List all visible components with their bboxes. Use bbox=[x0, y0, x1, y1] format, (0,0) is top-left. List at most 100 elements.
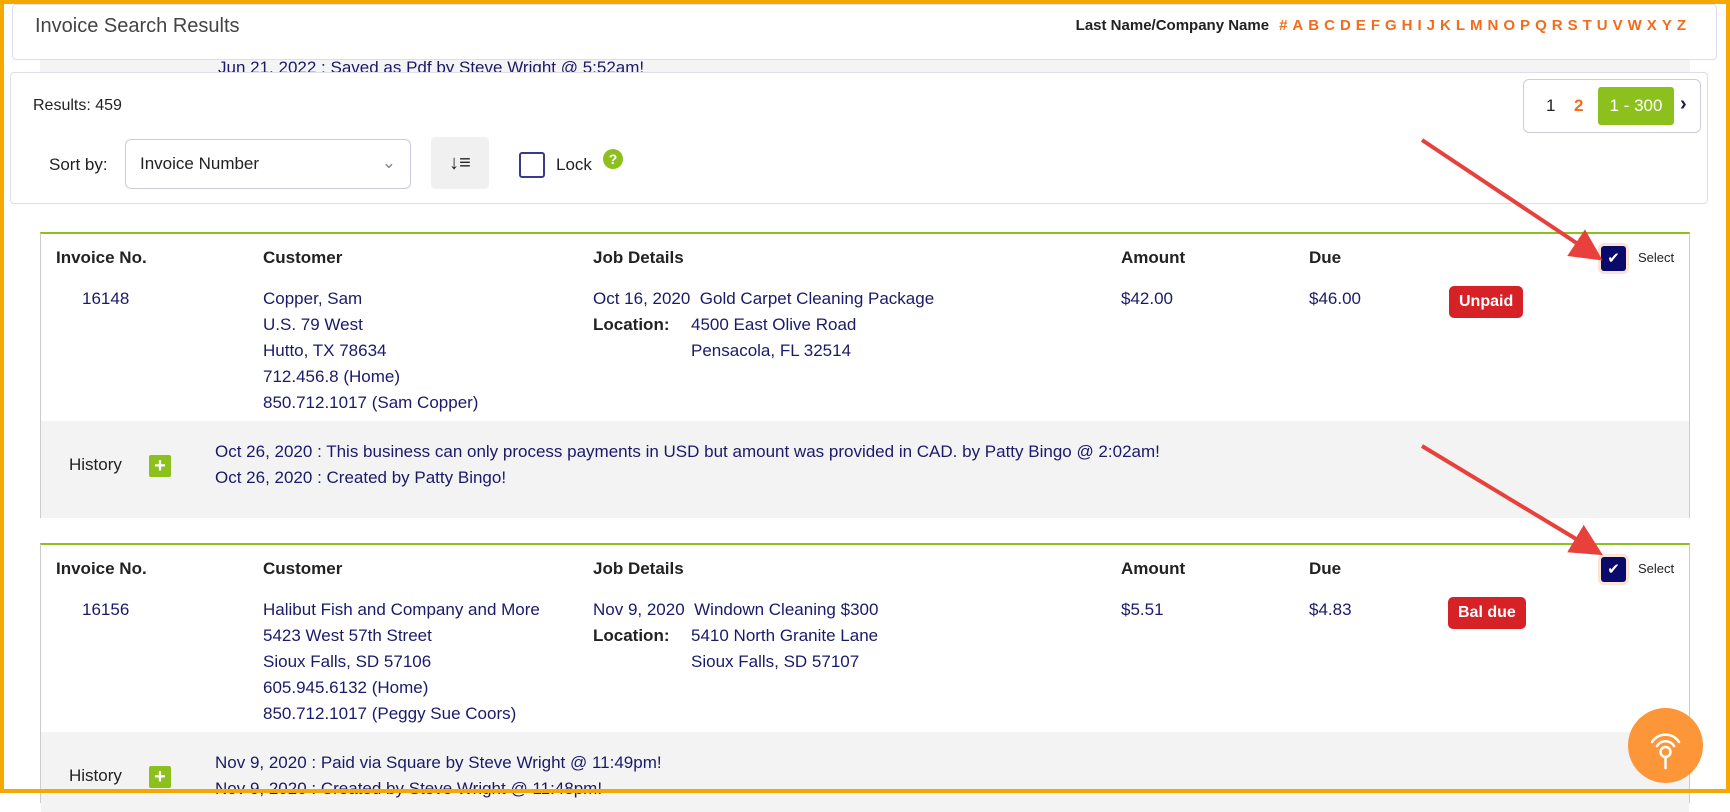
customer-info: Halibut Fish and Company and More 5423 We… bbox=[263, 597, 540, 727]
sort-select[interactable]: Invoice Number ⌄ bbox=[125, 139, 411, 189]
broadcast-button[interactable] bbox=[1628, 708, 1703, 783]
letter-filter-link[interactable]: E bbox=[1355, 17, 1366, 34]
job-title: Gold Carpet Cleaning Package bbox=[699, 289, 935, 308]
letter-filter-link[interactable]: V bbox=[1612, 17, 1623, 34]
alphabet-filter: Last Name/Company Name # A B C D E F G H I J K L M N O P… bbox=[1076, 17, 1686, 34]
history-label: History bbox=[69, 766, 122, 785]
location-line: 5410 North Granite Lane bbox=[691, 626, 879, 645]
location-line: 4500 East Olive Road bbox=[691, 315, 857, 334]
letter-filter-link[interactable]: O bbox=[1503, 17, 1516, 34]
sort-label: Sort by: bbox=[49, 155, 108, 174]
letter-filter-link[interactable]: P bbox=[1520, 17, 1531, 34]
plus-icon[interactable]: + bbox=[149, 455, 171, 477]
history-entry: Oct 26, 2020 : Created by Patty Bingo! bbox=[215, 468, 507, 487]
customer-line: 850.712.1017 (Sam Copper) bbox=[263, 393, 479, 412]
sort-descending-icon: ↓≡ bbox=[449, 152, 471, 174]
sort-direction-button[interactable]: ↓≡ bbox=[431, 137, 489, 189]
chevron-down-icon: ⌄ bbox=[381, 153, 396, 172]
sort-select-value: Invoice Number bbox=[140, 154, 260, 173]
pagination: 1 2 1 - 300 › bbox=[1523, 79, 1701, 133]
invoice-number-link[interactable]: 16156 bbox=[82, 600, 130, 619]
letter-filter-link[interactable]: Q bbox=[1535, 17, 1547, 34]
history-entry: Nov 9, 2020 : Created by Steve Wright @ … bbox=[215, 779, 603, 798]
invoice-no-header: Invoice No. bbox=[56, 559, 147, 578]
letter-filter-link[interactable]: Z bbox=[1676, 17, 1686, 34]
history-section: History + Nov 9, 2020 : Paid via Square … bbox=[41, 732, 1689, 812]
customer-line: 5423 West 57th Street bbox=[263, 626, 432, 645]
letter-filter-link[interactable]: I bbox=[1417, 17, 1422, 34]
customer-line: 712.456.8 (Home) bbox=[263, 367, 401, 386]
chevron-right-icon[interactable]: › bbox=[1680, 93, 1687, 115]
status-badge: Unpaid bbox=[1449, 286, 1524, 318]
letter-filter-link[interactable]: L bbox=[1455, 17, 1466, 34]
letter-filter-link[interactable]: C bbox=[1324, 17, 1335, 34]
broadcast-icon bbox=[1650, 733, 1681, 770]
location-label: Location: bbox=[593, 315, 670, 334]
select-checkbox[interactable]: ✔ bbox=[1601, 557, 1626, 582]
history-section: History + Oct 26, 2020 : This business c… bbox=[41, 421, 1689, 518]
history-entry: Nov 9, 2020 : Paid via Square by Steve W… bbox=[215, 753, 662, 772]
results-count: Results: 459 bbox=[33, 97, 122, 114]
letter-filter-link[interactable]: F bbox=[1370, 17, 1380, 34]
location-line: Pensacola, FL 32514 bbox=[691, 341, 852, 360]
letter-filter-link[interactable]: R bbox=[1551, 17, 1563, 34]
letter-filter-link[interactable]: A bbox=[1292, 17, 1304, 34]
letter-filter-link[interactable]: M bbox=[1470, 17, 1483, 34]
customer-line: Halibut Fish and Company and More bbox=[263, 600, 540, 619]
job-details-header: Job Details bbox=[593, 248, 684, 267]
letter-filter-link[interactable]: T bbox=[1582, 17, 1592, 34]
job-title: Windown Cleaning $300 bbox=[694, 600, 879, 619]
amount-header: Amount bbox=[1121, 559, 1186, 578]
customer-header: Customer bbox=[263, 559, 343, 578]
history-label: History bbox=[69, 455, 122, 474]
customer-line: 605.945.6132 (Home) bbox=[263, 678, 429, 697]
letter-filter-link[interactable]: X bbox=[1646, 17, 1657, 34]
job-details: Nov 9, 2020 Windown Cleaning $300 Locati… bbox=[593, 597, 878, 675]
status-badge: Bal due bbox=[1448, 597, 1526, 629]
customer-line: Hutto, TX 78634 bbox=[263, 341, 387, 360]
toolbar-card: Results: 459 Sort by: Invoice Number ⌄ ↓≡… bbox=[10, 72, 1708, 204]
customer-line: 850.712.1017 (Peggy Sue Coors) bbox=[263, 704, 517, 723]
invoice-card: Invoice No. Customer Job Details Amount … bbox=[40, 543, 1690, 812]
letter-filter-link[interactable]: J bbox=[1426, 17, 1436, 34]
history-entry: Oct 26, 2020 : This business can only pr… bbox=[215, 442, 1160, 461]
plus-icon[interactable]: + bbox=[149, 766, 171, 788]
due-value: $4.83 bbox=[1309, 600, 1352, 619]
select-checkbox[interactable]: ✔ bbox=[1601, 246, 1626, 271]
location-label: Location: bbox=[593, 626, 670, 645]
invoice-number-link[interactable]: 16148 bbox=[82, 289, 130, 308]
letter-filter-link[interactable]: G bbox=[1384, 17, 1397, 34]
select-label: Select bbox=[1638, 250, 1675, 265]
page-title: Invoice Search Results bbox=[35, 15, 240, 37]
location-line: Sioux Falls, SD 57107 bbox=[691, 652, 860, 671]
letter-filter-link[interactable]: B bbox=[1308, 17, 1320, 34]
select-label: Select bbox=[1638, 561, 1675, 576]
invoice-card: Invoice No. Customer Job Details Amount … bbox=[40, 232, 1690, 518]
due-value: $46.00 bbox=[1309, 289, 1361, 308]
customer-header: Customer bbox=[263, 248, 343, 267]
letter-filter-link[interactable]: H bbox=[1401, 17, 1413, 34]
lock-label: Lock bbox=[556, 155, 592, 174]
letter-filter-link[interactable]: Y bbox=[1661, 17, 1672, 34]
page-1-link[interactable]: 1 bbox=[1546, 96, 1556, 115]
letter-filter-link[interactable]: # bbox=[1279, 17, 1288, 34]
amount-header: Amount bbox=[1121, 248, 1186, 267]
customer-line: Copper, Sam bbox=[263, 289, 363, 308]
lock-checkbox[interactable] bbox=[519, 152, 545, 178]
history-list: Oct 26, 2020 : This business can only pr… bbox=[215, 439, 1160, 491]
current-range[interactable]: 1 - 300 bbox=[1598, 87, 1674, 125]
letter-filter-link[interactable]: S bbox=[1567, 17, 1578, 34]
job-date: Oct 16, 2020 bbox=[593, 289, 691, 308]
due-header: Due bbox=[1309, 248, 1342, 267]
job-date: Nov 9, 2020 bbox=[593, 600, 685, 619]
letter-filter-link[interactable]: D bbox=[1339, 17, 1351, 34]
letter-filter-link[interactable]: N bbox=[1487, 17, 1499, 34]
letter-filter-link[interactable]: K bbox=[1440, 17, 1451, 34]
job-details-header: Job Details bbox=[593, 559, 684, 578]
amount-value: $42.00 bbox=[1121, 289, 1173, 308]
page-2-link[interactable]: 2 bbox=[1574, 96, 1584, 115]
letter-filter-link[interactable]: W bbox=[1627, 17, 1642, 34]
customer-line: Sioux Falls, SD 57106 bbox=[263, 652, 432, 671]
letter-filter-link[interactable]: U bbox=[1596, 17, 1608, 34]
question-circle-icon[interactable]: ? bbox=[603, 149, 623, 169]
